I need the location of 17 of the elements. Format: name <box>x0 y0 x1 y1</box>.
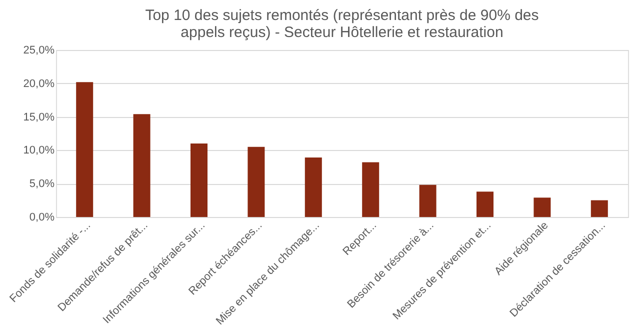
bar <box>590 200 608 217</box>
bar <box>362 162 380 217</box>
y-tick-label: 5,0% <box>29 178 55 190</box>
y-tick-label: 25,0% <box>23 44 55 56</box>
y-tick-label: 10,0% <box>23 144 55 157</box>
y-tick-label: 0,0% <box>29 212 55 224</box>
bar <box>133 114 150 217</box>
y-tick-label: 15,0% <box>23 111 55 124</box>
bar <box>476 192 494 217</box>
bar <box>419 184 436 217</box>
bar <box>534 198 551 217</box>
bar <box>190 144 208 217</box>
bar <box>248 146 265 217</box>
chart-title: Top 10 des sujets remontés (représentant près de 90% des appels reçus) - Secteur Hôtellerie et restauration <box>145 7 539 41</box>
bar <box>76 82 94 217</box>
bar <box>304 158 322 217</box>
y-tick-label: 20,0% <box>23 78 55 90</box>
